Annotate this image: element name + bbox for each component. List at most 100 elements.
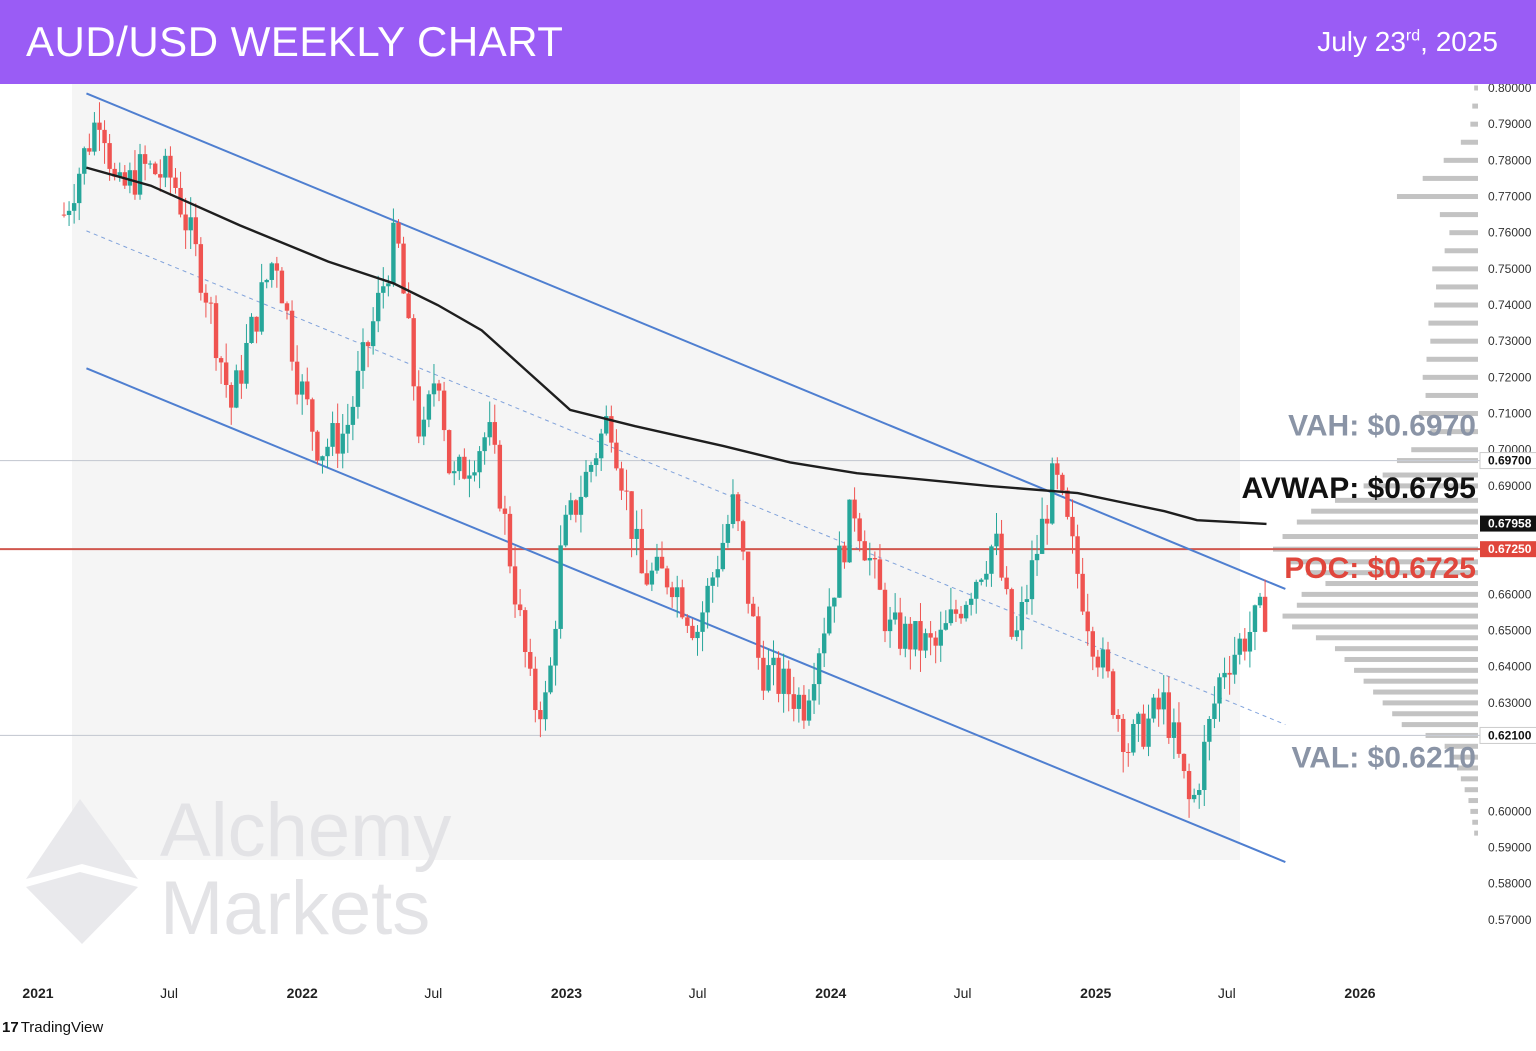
candle-down: [756, 616, 761, 658]
candle-up: [1034, 553, 1040, 561]
candle-down: [446, 430, 452, 474]
candle-down: [168, 155, 173, 178]
volume-profile-bar: [1444, 743, 1478, 749]
candle-down: [740, 521, 746, 552]
volume-profile-bar: [1472, 819, 1478, 825]
price-tick-label: 0.74000: [1488, 298, 1532, 312]
volume-profile-bar: [1430, 338, 1478, 344]
candle-up: [320, 456, 325, 461]
candle-up: [1212, 703, 1217, 719]
candle-up: [1197, 790, 1202, 795]
candle-down: [365, 342, 371, 347]
candle-up: [355, 370, 361, 407]
volume-profile-bar: [1422, 374, 1478, 380]
tradingview-icon: 17: [2, 1019, 19, 1036]
volume-profile-bar: [1373, 689, 1478, 695]
candle-down: [1105, 649, 1111, 672]
candle-up: [781, 668, 786, 694]
volume-profile-bar: [1444, 248, 1478, 254]
candle-down: [928, 633, 933, 638]
volume-profile-bar: [1382, 700, 1478, 706]
candle-down: [842, 545, 847, 563]
candle-up: [1024, 599, 1030, 603]
candle-down: [999, 533, 1004, 578]
candle-up: [391, 222, 396, 284]
candle-down: [1060, 474, 1065, 491]
volume-profile-bar: [1306, 570, 1478, 576]
volume-profile-bar: [1287, 559, 1478, 565]
time-tick-label: Jul: [160, 985, 178, 1001]
candle-down: [908, 623, 913, 650]
candle-down: [208, 302, 214, 304]
candle-up: [1050, 463, 1055, 524]
candle-down: [310, 399, 315, 432]
candle-up: [269, 263, 274, 280]
candle-up: [725, 523, 731, 543]
candle-down: [158, 174, 163, 178]
watermark-line-1: Alchemy: [160, 788, 451, 873]
candle-down: [512, 566, 518, 605]
candle-down: [857, 518, 862, 542]
volume-profile-bar: [1422, 175, 1478, 181]
volume-profile-bar: [1460, 139, 1478, 145]
candle-down: [193, 217, 198, 245]
candle-down: [153, 163, 158, 175]
alchemy-markets-watermark: Alchemy Markets: [26, 788, 451, 951]
candle-up: [710, 577, 715, 586]
candle-up: [1100, 649, 1106, 668]
candle-up: [325, 446, 330, 457]
price-marker-label: 0.67250: [1488, 542, 1532, 556]
candle-down: [1181, 753, 1187, 772]
candle-down: [953, 609, 959, 614]
candle-up: [553, 628, 558, 666]
volume-profile-bar: [1392, 711, 1478, 717]
chart-date: July 23rd, 2025: [1317, 26, 1498, 58]
candle-up: [188, 217, 193, 231]
candle-down: [289, 310, 295, 362]
candle-up: [649, 570, 655, 585]
candle-down: [97, 122, 102, 130]
volume-profile-bar: [1363, 483, 1478, 489]
candle-up: [1146, 718, 1151, 747]
annotation-label: POC: $0.6725: [1284, 552, 1476, 585]
candle-up: [1039, 518, 1045, 554]
candle-up: [811, 684, 817, 701]
volume-profile-bar: [1470, 121, 1478, 127]
candle-up: [1222, 672, 1227, 678]
volume-profile-bar: [1396, 194, 1478, 200]
candle-down: [1141, 713, 1146, 747]
candle-down: [1095, 656, 1101, 668]
candle-up: [244, 342, 249, 384]
candle-down: [416, 386, 421, 437]
candle-down: [735, 494, 741, 522]
candle-down: [1227, 672, 1232, 675]
candle-down: [852, 499, 857, 519]
candle-down: [305, 381, 310, 400]
volume-profile-bar: [1426, 356, 1478, 362]
candle-up: [1191, 794, 1197, 800]
volume-profile-bar: [1468, 798, 1478, 804]
candle-up: [1171, 722, 1177, 738]
candle-up: [259, 282, 264, 332]
candle-up: [1207, 718, 1212, 742]
candle-up: [452, 471, 457, 474]
plot-area-shading: [72, 84, 1240, 860]
time-tick-label: Jul: [689, 985, 707, 1001]
candle-up: [127, 170, 133, 186]
price-tick-label: 0.71000: [1488, 407, 1532, 421]
candle-up: [968, 598, 974, 605]
candle-up: [984, 573, 989, 580]
candle-up: [477, 451, 482, 473]
candle-down: [492, 422, 497, 445]
candle-down: [786, 668, 791, 695]
volume-profile-bar: [1425, 392, 1478, 398]
candle-up: [705, 585, 710, 613]
candle-down: [1115, 714, 1121, 719]
time-tick-label: Jul: [424, 985, 442, 1001]
price-tick-label: 0.78000: [1488, 153, 1532, 167]
candle-down: [497, 444, 503, 509]
candlestick-chart: Alchemy Markets 0.80000 0.79000 0.78000 0.7…: [0, 84, 1536, 1001]
candle-up: [568, 500, 573, 515]
time-tick-label: 2026: [1344, 985, 1375, 1001]
candle-down: [436, 383, 442, 391]
